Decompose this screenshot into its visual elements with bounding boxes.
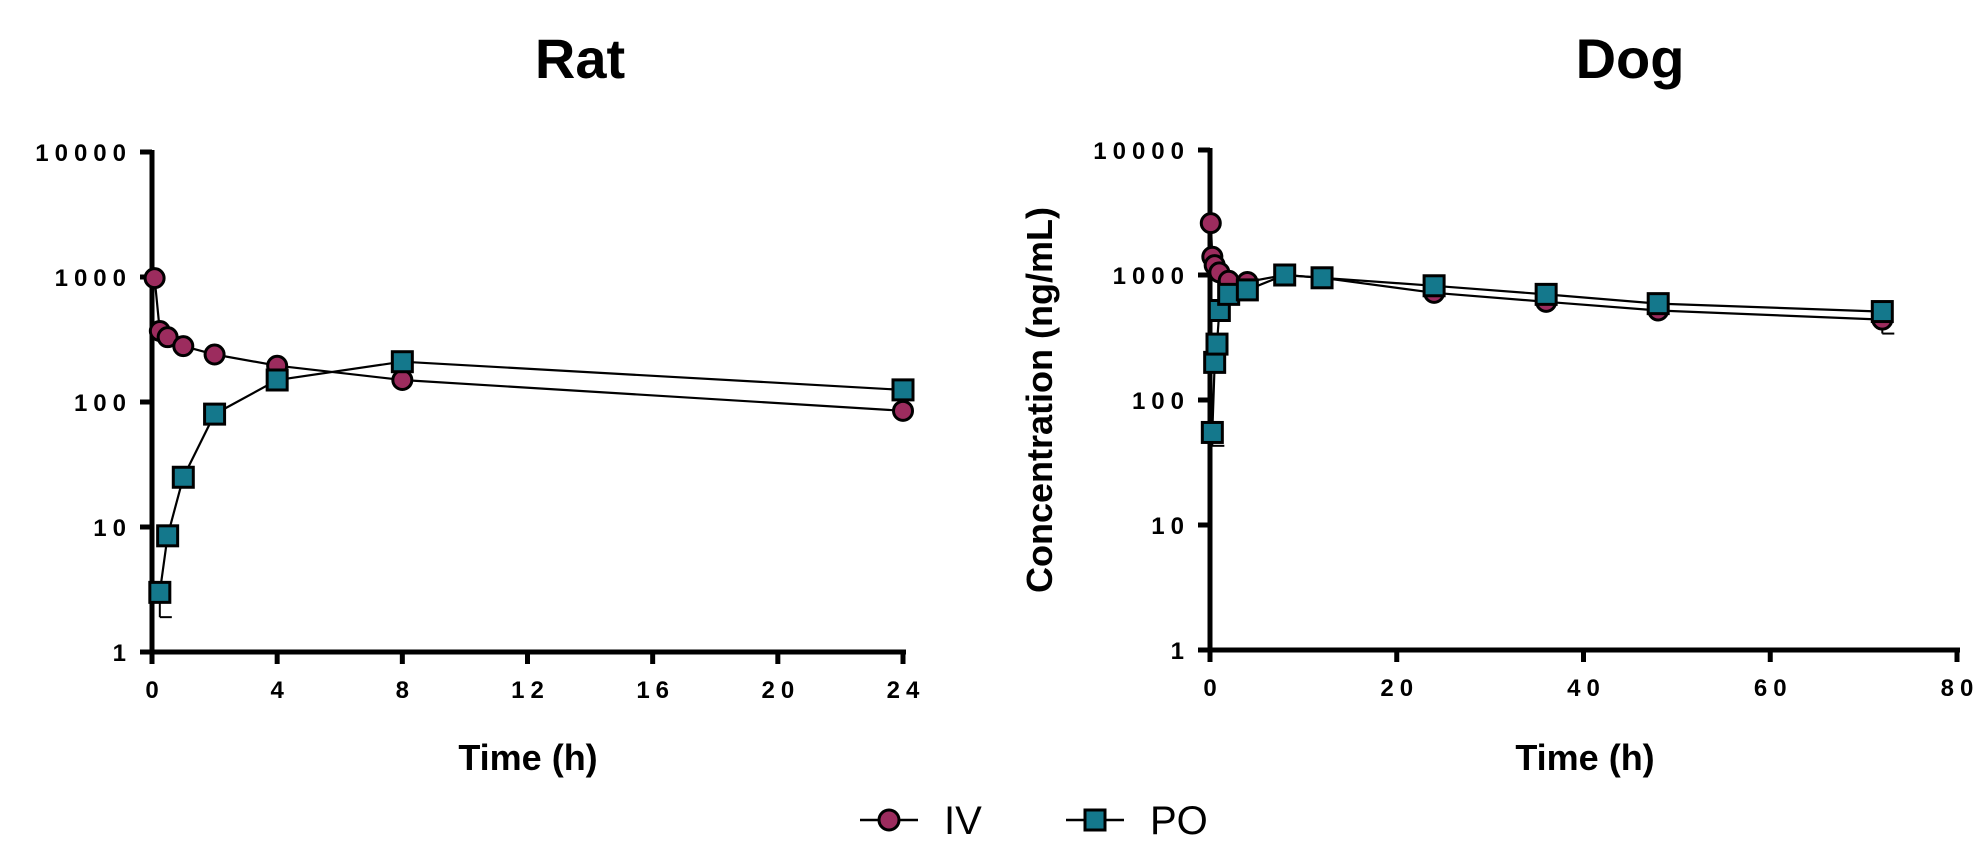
data-point-po	[148, 580, 172, 604]
y-tick-label: 1	[113, 640, 132, 667]
data-point-po	[1205, 332, 1229, 356]
data-point-po	[1217, 282, 1241, 306]
data-point-po	[171, 465, 195, 489]
data-point-po	[265, 368, 289, 392]
y-tick-label: 1000	[55, 265, 132, 292]
data-point-iv	[143, 267, 166, 290]
x-tick-label: 40	[1567, 675, 1606, 702]
x-tick-label: 16	[636, 677, 675, 704]
x-tick-label: 60	[1754, 675, 1793, 702]
y-tick-label: 10	[93, 515, 132, 542]
y-tick-label: 10000	[35, 140, 132, 167]
data-point-po	[1310, 266, 1334, 290]
data-point-po	[1235, 278, 1259, 302]
x-tick-label: 0	[145, 677, 164, 704]
x-tick-label: 12	[511, 677, 550, 704]
data-point-po	[203, 402, 227, 426]
y-axis-label: Concentration (ng/mL)	[1019, 207, 1060, 593]
x-tick-label: 20	[1380, 675, 1419, 702]
data-point-po	[891, 378, 915, 402]
y-tick-label: 100	[1132, 388, 1190, 415]
legend-label: IV	[944, 799, 982, 843]
y-tick-label: 1	[1171, 638, 1190, 665]
data-point-iv	[391, 368, 414, 391]
data-point-po	[156, 524, 180, 548]
x-tick-label: 8	[396, 677, 415, 704]
series-line-po	[158, 360, 904, 593]
chart-title: Dog	[1576, 27, 1685, 90]
data-point-po	[1646, 292, 1670, 316]
series-group	[143, 267, 915, 619]
chart-rat: Rat Time (h) 0 4 8 12 16 20 24 1 10 100 1000 10000	[35, 27, 926, 778]
tick-group: 0 4 8 12 16 20 24 1 10 100 1000 10000	[35, 140, 926, 704]
x-tick-label: 0	[1203, 675, 1222, 702]
y-tick-label: 100	[74, 390, 132, 417]
x-tick-label: 24	[887, 677, 926, 704]
x-axis-label: Time (h)	[458, 737, 597, 778]
legend-item-po: PO	[1066, 799, 1208, 843]
y-tick-label: 10000	[1093, 138, 1190, 165]
data-point-po	[1422, 274, 1446, 298]
data-point-po	[390, 350, 414, 374]
chart-title: Rat	[535, 27, 625, 90]
x-tick-label: 80	[1941, 675, 1980, 702]
x-axis-label: Time (h)	[1515, 737, 1654, 778]
data-point-iv	[892, 399, 914, 422]
data-point-iv	[203, 343, 226, 366]
data-point-po	[1870, 300, 1894, 324]
x-tick-label: 20	[761, 677, 800, 704]
data-point-iv	[1199, 212, 1222, 235]
data-point-iv	[172, 335, 195, 358]
data-point-po	[1534, 282, 1558, 306]
legend-item-iv: IV	[860, 799, 982, 843]
legend-label: PO	[1150, 799, 1208, 843]
data-point-po	[1200, 420, 1224, 444]
square-marker-icon	[1083, 808, 1107, 832]
x-tick-label: 4	[270, 677, 289, 704]
tick-group: 0 20 40 60 80 1 10 100 1000 10000	[1093, 138, 1980, 702]
chart-dog: Dog Time (h) Concentration (ng/mL) 0 20 40…	[1019, 27, 1980, 778]
data-point-po	[1273, 263, 1297, 287]
y-tick-label: 1000	[1113, 263, 1190, 290]
series-group	[1199, 212, 1895, 447]
legend: IV PO	[860, 799, 1208, 843]
circle-marker-icon	[877, 808, 901, 832]
y-tick-label: 10	[1151, 513, 1190, 540]
